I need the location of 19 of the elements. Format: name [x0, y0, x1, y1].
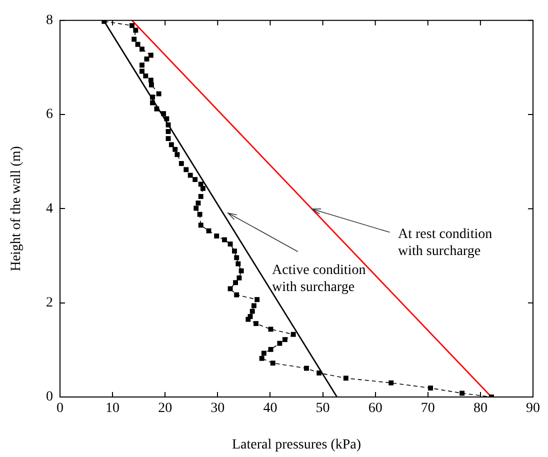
y-tick-label: 8 [46, 13, 53, 28]
y-tick-label: 2 [46, 296, 53, 311]
x-tick-label: 30 [210, 401, 225, 416]
annotation: At rest condition with surcharge [398, 226, 492, 260]
x-tick-label: 0 [56, 401, 64, 416]
x-axis-title: Lateral pressures (kPa) [232, 437, 362, 452]
x-tick-label: 90 [526, 401, 540, 416]
x-tick-label: 70 [420, 401, 435, 416]
x-tick-label: 80 [473, 401, 488, 416]
y-tick-label: 6 [46, 107, 53, 122]
y-axis-title: Height of the wall (m) [9, 146, 24, 272]
y-tick-label: 4 [46, 201, 53, 216]
x-tick-label: 20 [158, 401, 172, 416]
y-tick-label: 0 [46, 390, 53, 405]
x-tick-label: 40 [263, 401, 278, 416]
x-tick-label: 50 [316, 401, 330, 416]
x-tick-label: 60 [368, 401, 382, 416]
x-tick-label: 10 [106, 401, 120, 416]
annotation: Active condition with surcharge [272, 262, 366, 296]
